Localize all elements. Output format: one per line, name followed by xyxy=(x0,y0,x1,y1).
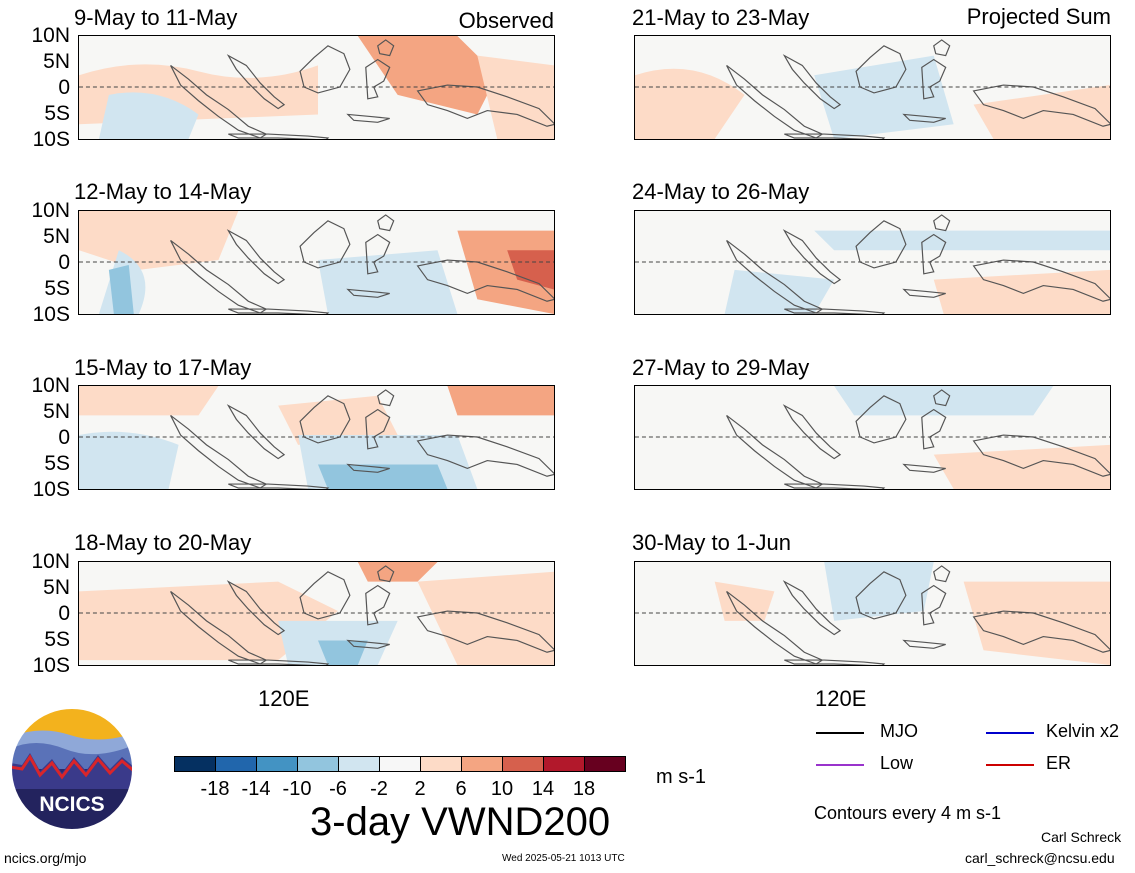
projected-tag: Projected Sum xyxy=(966,4,1111,29)
colorbar-swatch xyxy=(420,756,462,772)
lat-tick-label: 5S xyxy=(44,277,70,300)
contours-note: Contours every 4 m s-1 xyxy=(814,803,1002,823)
lat-tick-label: 10S xyxy=(32,654,70,677)
colorbar-tick-label: -14 xyxy=(241,778,271,800)
colorbar-tick-label: 18 xyxy=(572,778,596,800)
panel-title-left-3: 15-May to 17-May xyxy=(74,355,252,380)
map-panel xyxy=(634,385,1111,490)
panel-title-right-4: 30-May to 1-Jun xyxy=(632,530,791,555)
panel-title-left-2: 12-May to 14-May xyxy=(74,179,252,204)
legend-kelvin-line xyxy=(986,732,1034,734)
lon-label-right: 120E xyxy=(815,686,867,711)
logo-text: NCICS xyxy=(39,793,104,816)
legend-mjo-label: MJO xyxy=(880,721,918,741)
map-panel xyxy=(78,561,555,666)
legend-low-label: Low xyxy=(880,753,914,773)
panel-title-right-2: 24-May to 26-May xyxy=(632,179,810,204)
lat-tick-label: 5N xyxy=(43,400,70,423)
lat-tick-label: 10S xyxy=(32,303,70,326)
colorbar-tick-label: 6 xyxy=(455,778,467,800)
colorbar-tick-label: -10 xyxy=(282,778,312,800)
lat-tick-label: 0 xyxy=(58,602,70,625)
map-panel xyxy=(78,385,555,490)
lat-tick-label: 0 xyxy=(58,76,70,99)
footer-email: carl_schreck@ncsu.edu xyxy=(965,850,1115,866)
panel-title-left-1: 9-May to 11-May xyxy=(74,5,238,30)
panel-title-left-4: 18-May to 20-May xyxy=(74,530,252,555)
lat-tick-label: 5S xyxy=(44,628,70,651)
legend-mjo-line xyxy=(816,732,864,734)
colorbar-units: m s-1 xyxy=(656,766,706,788)
lat-tick-label: 5N xyxy=(43,225,70,248)
lat-tick-label: 5S xyxy=(44,452,70,475)
colorbar-swatch xyxy=(543,756,585,772)
legend-low-line xyxy=(816,764,864,766)
panel-title-right-3: 27-May to 29-May xyxy=(632,355,810,380)
lat-tick-label: 10S xyxy=(32,478,70,501)
map-panel xyxy=(634,35,1111,140)
colorbar-swatch xyxy=(379,756,421,772)
lat-tick-label: 5S xyxy=(44,102,70,125)
map-panel xyxy=(78,35,555,140)
colorbar-tick-label: -6 xyxy=(329,778,347,800)
colorbar-tick-label: -18 xyxy=(200,778,230,800)
legend-kelvin-label: Kelvin x2 xyxy=(1046,721,1120,741)
map-panel xyxy=(634,210,1111,315)
lat-tick-label: 5N xyxy=(43,50,70,73)
lat-tick-label: 5N xyxy=(43,576,70,599)
colorbar-tick-label: -2 xyxy=(370,778,388,800)
colorbar-swatch xyxy=(502,756,544,772)
colorbar-tick-label: 10 xyxy=(490,778,514,800)
lat-tick-label: 10N xyxy=(31,550,70,573)
lat-tick-label: 10N xyxy=(31,199,70,222)
observed-tag: Observed xyxy=(458,8,554,33)
map-panel xyxy=(78,210,555,315)
lat-tick-label: 0 xyxy=(58,426,70,449)
lat-tick-label: 0 xyxy=(58,251,70,274)
lat-tick-label: 10N xyxy=(31,374,70,397)
colorbar-swatch xyxy=(174,756,216,772)
colorbar-swatch xyxy=(256,756,298,772)
colorbar-swatch xyxy=(461,756,503,772)
colorbar-tick-label: 2 xyxy=(414,778,426,800)
map-panel xyxy=(634,561,1111,666)
legend-er-label: ER xyxy=(1046,753,1072,773)
legend-er-line xyxy=(986,764,1034,766)
colorbar-swatch xyxy=(338,756,380,772)
colorbar-swatch xyxy=(297,756,339,772)
colorbar-tick-label: 14 xyxy=(531,778,555,800)
footer-timestamp: Wed 2025-05-21 1013 UTC xyxy=(502,853,625,864)
colorbar-swatch xyxy=(584,756,626,772)
footer-author: Carl Schreck xyxy=(1041,829,1122,845)
panel-title-right-1: 21-May to 23-May xyxy=(632,5,810,30)
colorbar-swatch xyxy=(215,756,257,772)
figure-title: 3-day VWND200 xyxy=(310,800,611,844)
lat-tick-label: 10S xyxy=(32,128,70,151)
lat-tick-label: 10N xyxy=(31,24,70,47)
lon-label-left: 120E xyxy=(258,686,310,711)
footer-url: ncics.org/mjo xyxy=(4,850,87,866)
ncics-logo: NCICS xyxy=(10,707,134,831)
